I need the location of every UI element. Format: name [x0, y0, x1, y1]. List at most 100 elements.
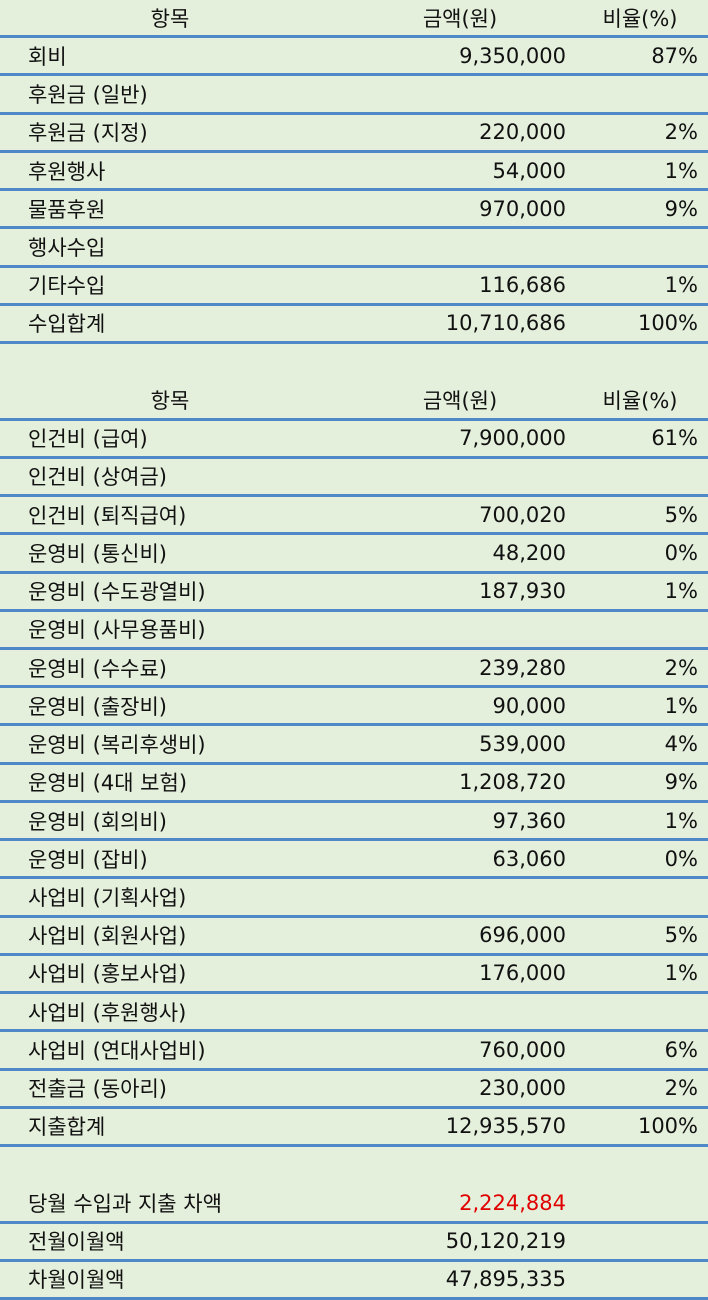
amount-cell: 90,000 [492, 693, 566, 718]
header-cell: 금액(원) [422, 6, 498, 31]
item-cell: 물품후원 [28, 197, 106, 222]
amount-cell: 220,000 [479, 120, 566, 145]
item-cell: 기타수입 [28, 274, 106, 299]
amount-cell: 970,000 [479, 196, 566, 221]
item-cell: 행사수입 [28, 236, 106, 261]
amount-cell: 239,280 [479, 655, 566, 680]
ratio-cell: 1% [664, 273, 698, 298]
ratio-cell: 61% [651, 426, 698, 451]
table-row: 사업비 (연대사업비) 760,000 6% [0, 1032, 708, 1071]
table-row: 인건비 (상여금) [0, 459, 708, 498]
amount-cell: 176,000 [479, 961, 566, 986]
item-cell: 운영비 (수수료) [28, 656, 167, 681]
table-row: 당월 수입과 지출 차액 2,224,884 [0, 1185, 708, 1224]
table-row: 운영비 (회의비) 97,360 1% [0, 803, 708, 842]
table-row: 운영비 (수수료) 239,280 2% [0, 650, 708, 689]
header-row: 항목 금액(원) 비율(%) [0, 0, 708, 39]
item-cell: 인건비 (급여) [28, 427, 148, 452]
table-row: 전월이월액 50,120,219 [0, 1224, 708, 1262]
table-row: 사업비 (기획사업) [0, 879, 708, 918]
table-row: 물품후원 970,000 9% [0, 191, 708, 230]
ratio-cell: 1% [664, 961, 698, 986]
ratio-cell: 1% [664, 808, 698, 833]
header-cell: 비율(%) [602, 6, 678, 31]
amount-cell: 50,120,219 [445, 1229, 566, 1254]
table-row: 인건비 (급여) 7,900,000 61% [0, 421, 708, 459]
ratio-cell: 2% [664, 120, 698, 145]
amount-cell: 54,000 [492, 158, 566, 183]
spacer-row [0, 1147, 708, 1185]
header-row: 항목 금액(원) 비율(%) [0, 382, 708, 421]
table-row: 사업비 (후원행사) [0, 994, 708, 1033]
ratio-cell: 87% [651, 43, 698, 68]
ratio-cell: 100% [637, 1114, 698, 1139]
ratio-cell: 9% [664, 770, 698, 795]
amount-cell: 97,360 [492, 808, 566, 833]
item-cell: 사업비 (연대사업비) [28, 1038, 206, 1063]
amount-cell: 696,000 [479, 923, 566, 948]
item-cell: 사업비 (기획사업) [28, 886, 187, 910]
table-row: 회비 9,350,000 87% [0, 38, 708, 77]
table-row: 사업비 (홍보사업) 176,000 1% [0, 956, 708, 995]
amount-cell: 1,208,720 [459, 770, 566, 795]
table-row: 운영비 (통신비) 48,200 0% [0, 535, 708, 574]
amount-cell: 63,060 [492, 846, 566, 871]
ratio-cell: 2% [664, 655, 698, 680]
item-cell: 인건비 (상여금) [28, 465, 167, 490]
item-cell: 후원금 (일반) [28, 83, 148, 108]
amount-cell: 12,935,570 [445, 1114, 566, 1139]
item-cell: 후원금 (지정) [28, 121, 148, 146]
item-cell: 차월이월액 [28, 1268, 125, 1293]
item-cell: 수입합계 [28, 312, 106, 337]
amount-cell: 700,020 [479, 502, 566, 527]
ratio-cell: 5% [664, 923, 698, 948]
ratio-cell: 1% [664, 158, 698, 183]
item-cell: 운영비 (회의비) [28, 809, 167, 834]
amount-cell: 2,224,884 [459, 1190, 566, 1215]
amount-cell: 7,900,000 [459, 426, 566, 451]
ratio-cell: 0% [664, 846, 698, 871]
item-cell: 운영비 (통신비) [28, 541, 167, 566]
ratio-cell: 1% [664, 579, 698, 604]
table-row: 기타수입 116,686 1% [0, 268, 708, 306]
amount-cell: 760,000 [479, 1037, 566, 1062]
item-cell: 운영비 (사무용품비) [28, 618, 206, 643]
table-row: 차월이월액 47,895,335 [0, 1262, 708, 1300]
item-cell: 운영비 (잡비) [28, 847, 148, 872]
spacer-row [0, 344, 708, 382]
table-row: 후원행사 54,000 1% [0, 153, 708, 192]
table-row: 행사수입 [0, 229, 708, 268]
amount-cell: 539,000 [479, 732, 566, 757]
ratio-cell: 5% [664, 502, 698, 527]
table-row: 사업비 (회원사업) 696,000 5% [0, 918, 708, 956]
header-cell: 항목 [150, 388, 190, 413]
item-cell: 전월이월액 [28, 1230, 125, 1255]
item-cell: 회비 [28, 44, 67, 69]
item-cell: 당월 수입과 지출 차액 [28, 1191, 222, 1216]
table-row: 후원금 (일반) [0, 76, 708, 115]
ratio-cell: 100% [637, 311, 698, 336]
item-cell: 지출합계 [28, 1115, 106, 1140]
table-row: 운영비 (4대 보험) 1,208,720 9% [0, 765, 708, 803]
ratio-cell: 1% [664, 693, 698, 718]
table-row: 후원금 (지정) 220,000 2% [0, 115, 708, 153]
amount-cell: 230,000 [479, 1076, 566, 1101]
amount-cell: 48,200 [492, 540, 566, 565]
item-cell: 사업비 (홍보사업) [28, 962, 187, 987]
table-row: 운영비 (잡비) 63,060 0% [0, 841, 708, 880]
ratio-cell: 9% [664, 196, 698, 221]
table-row: 운영비 (수도광열비) 187,930 1% [0, 574, 708, 612]
item-cell: 운영비 (복리후생비) [28, 733, 206, 758]
item-cell: 전출금 (동아리) [28, 1077, 167, 1102]
item-cell: 후원행사 [28, 159, 106, 184]
ratio-cell: 4% [664, 732, 698, 757]
amount-cell: 10,710,686 [445, 311, 566, 336]
amount-cell: 116,686 [479, 273, 566, 298]
item-cell: 운영비 (출장비) [28, 694, 167, 719]
header-cell: 비율(%) [602, 388, 678, 413]
amount-cell: 47,895,335 [445, 1267, 566, 1292]
table-row: 수입합계 10,710,686 100% [0, 306, 708, 345]
amount-cell: 9,350,000 [459, 43, 566, 68]
ratio-cell: 6% [664, 1037, 698, 1062]
